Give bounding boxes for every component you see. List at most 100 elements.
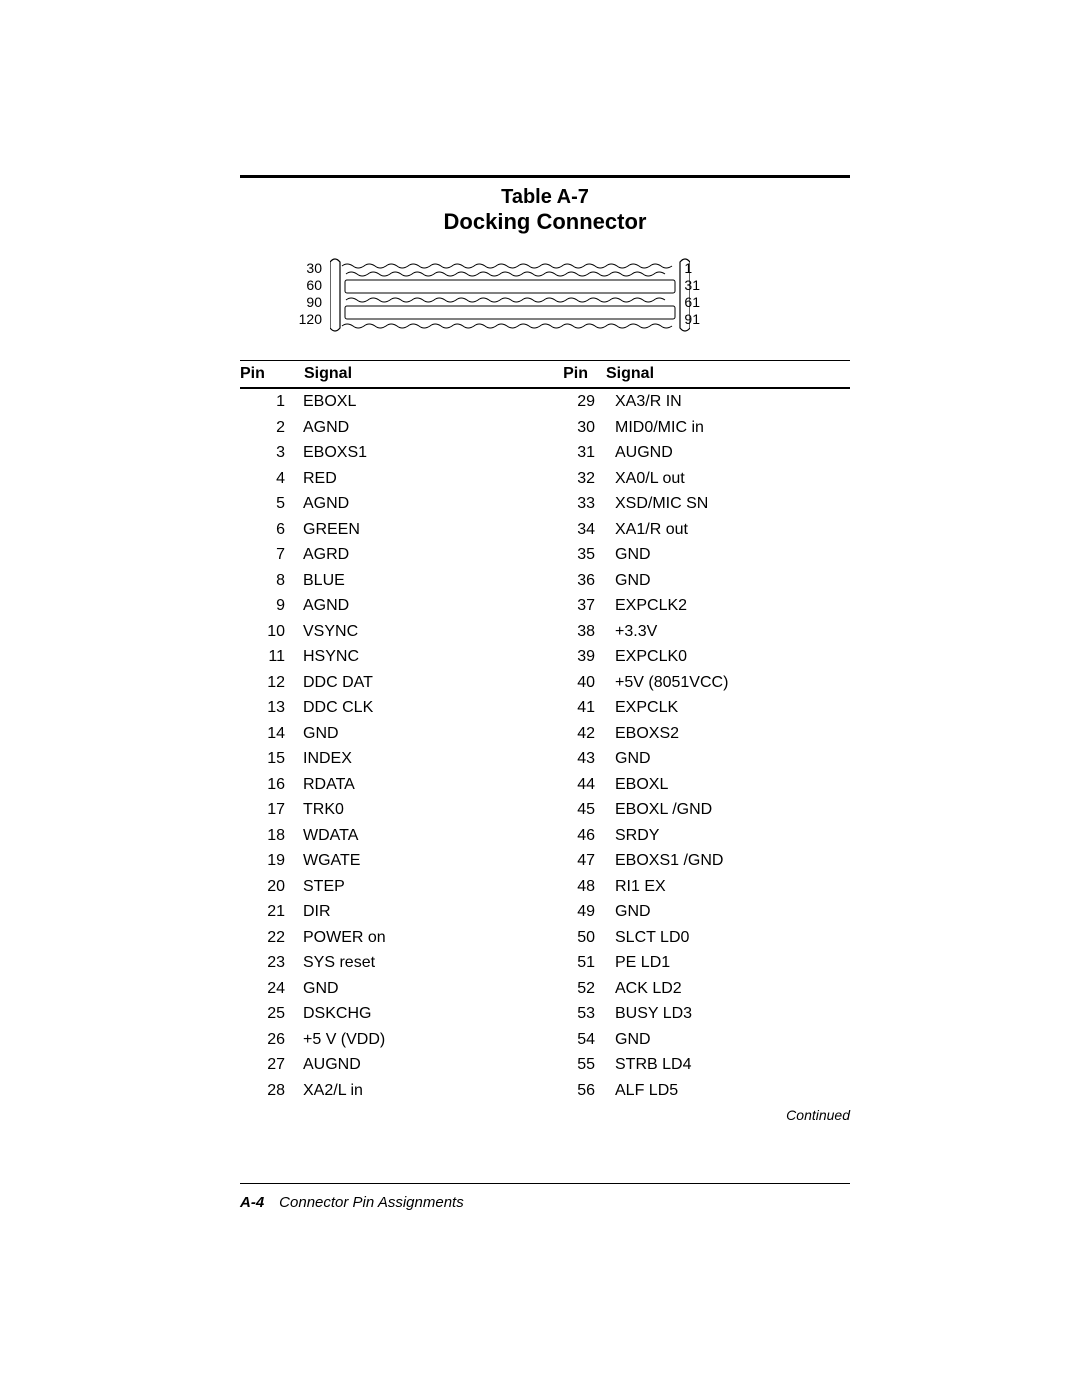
pin-cell: 31 <box>550 440 595 466</box>
pin-cell: 56 <box>550 1078 595 1104</box>
pin-cell: 49 <box>550 899 595 925</box>
pin-cell: 33 <box>550 491 595 517</box>
signal-cell: POWER on <box>285 925 550 951</box>
signal-cell: BUSY LD3 <box>595 1001 850 1027</box>
signal-cell: RED <box>285 466 550 492</box>
pin-cell: 24 <box>240 976 285 1002</box>
signal-cell: AGND <box>285 491 550 517</box>
pin-cell: 27 <box>240 1052 285 1078</box>
pin-cell: 21 <box>240 899 285 925</box>
signal-cell: SYS reset <box>285 950 550 976</box>
signal-cell: GND <box>595 542 850 568</box>
connector-diagram: 30 60 90 120 1 31 61 91 <box>240 260 850 340</box>
continued-label: Continued <box>240 1107 850 1123</box>
pin-cell: 29 <box>550 389 595 415</box>
pin-cell: 42 <box>550 721 595 747</box>
signal-cell: PE LD1 <box>595 950 850 976</box>
pin-cell: 47 <box>550 848 595 874</box>
pin-cell: 16 <box>240 772 285 798</box>
pin-cell: 39 <box>550 644 595 670</box>
signal-cell: DIR <box>285 899 550 925</box>
signal-cell: RI1 EX <box>595 874 850 900</box>
pin-cell: 41 <box>550 695 595 721</box>
diagram-label: 90 <box>292 294 322 311</box>
signal-cell: +5 V (VDD) <box>285 1027 550 1053</box>
pin-cell: 15 <box>240 746 285 772</box>
diagram-label: 30 <box>292 260 322 277</box>
table-row: 21DIR49GND <box>240 899 850 925</box>
pin-cell: 48 <box>550 874 595 900</box>
table-row: 12DDC DAT40+5V (8051VCC) <box>240 670 850 696</box>
pin-cell: 54 <box>550 1027 595 1053</box>
table-body: 1EBOXL29XA3/R IN2AGND30MID0/MIC in3EBOXS… <box>240 389 850 1103</box>
table-row: 20STEP48RI1 EX <box>240 874 850 900</box>
signal-cell: EBOXL /GND <box>595 797 850 823</box>
pin-cell: 9 <box>240 593 285 619</box>
table-row: 22POWER on50SLCT LD0 <box>240 925 850 951</box>
signal-cell: GND <box>285 721 550 747</box>
signal-cell: DSKCHG <box>285 1001 550 1027</box>
header-pin-right: Pin <box>550 365 606 383</box>
pin-cell: 28 <box>240 1078 285 1104</box>
signal-cell: EBOXS1 /GND <box>595 848 850 874</box>
pin-cell: 53 <box>550 1001 595 1027</box>
top-rule <box>240 175 850 178</box>
signal-cell: ALF LD5 <box>595 1078 850 1104</box>
pin-cell: 50 <box>550 925 595 951</box>
table-header: Pin Signal Pin Signal <box>240 360 850 389</box>
signal-cell: MID0/MIC in <box>595 415 850 441</box>
page-ref: A-4 <box>240 1194 264 1211</box>
pin-cell: 55 <box>550 1052 595 1078</box>
signal-cell: AGND <box>285 415 550 441</box>
table-row: 23SYS reset51PE LD1 <box>240 950 850 976</box>
pin-cell: 7 <box>240 542 285 568</box>
pin-cell: 12 <box>240 670 285 696</box>
pin-cell: 22 <box>240 925 285 951</box>
pin-cell: 38 <box>550 619 595 645</box>
pin-cell: 32 <box>550 466 595 492</box>
signal-cell: GND <box>595 1027 850 1053</box>
signal-cell: XA1/R out <box>595 517 850 543</box>
signal-cell: VSYNC <box>285 619 550 645</box>
signal-cell: AUGND <box>595 440 850 466</box>
pin-cell: 3 <box>240 440 285 466</box>
header-pin-left: Pin <box>240 365 300 383</box>
signal-cell: +5V (8051VCC) <box>595 670 850 696</box>
pin-cell: 40 <box>550 670 595 696</box>
diagram-label: 31 <box>684 277 700 294</box>
signal-cell: XSD/MIC SN <box>595 491 850 517</box>
signal-cell: BLUE <box>285 568 550 594</box>
table-row: 28XA2/L in56ALF LD5 <box>240 1078 850 1104</box>
pin-cell: 35 <box>550 542 595 568</box>
signal-cell: EBOXS1 <box>285 440 550 466</box>
table-row: 1EBOXL29XA3/R IN <box>240 389 850 415</box>
signal-cell: XA0/L out <box>595 466 850 492</box>
signal-cell: XA3/R IN <box>595 389 850 415</box>
connector-icon <box>330 258 690 333</box>
table-row: 24GND52ACK LD2 <box>240 976 850 1002</box>
signal-cell: XA2/L in <box>285 1078 550 1104</box>
table-row: 4RED32XA0/L out <box>240 466 850 492</box>
signal-cell: AUGND <box>285 1052 550 1078</box>
table-row: 6GREEN34XA1/R out <box>240 517 850 543</box>
pin-cell: 34 <box>550 517 595 543</box>
pin-cell: 1 <box>240 389 285 415</box>
pin-cell: 18 <box>240 823 285 849</box>
signal-cell: AGND <box>285 593 550 619</box>
pin-cell: 43 <box>550 746 595 772</box>
signal-cell: EXPCLK0 <box>595 644 850 670</box>
pin-cell: 46 <box>550 823 595 849</box>
table-row: 27AUGND55STRB LD4 <box>240 1052 850 1078</box>
table-subtitle: Docking Connector <box>240 209 850 235</box>
table-row: 3EBOXS131AUGND <box>240 440 850 466</box>
diagram-label: 61 <box>684 294 700 311</box>
signal-cell: EXPCLK <box>595 695 850 721</box>
table-row: 18WDATA46SRDY <box>240 823 850 849</box>
pin-cell: 25 <box>240 1001 285 1027</box>
signal-cell: GND <box>595 568 850 594</box>
section-title: Connector Pin Assignments <box>279 1194 464 1211</box>
pin-cell: 44 <box>550 772 595 798</box>
header-signal-left: Signal <box>300 365 550 383</box>
signal-cell: GND <box>595 899 850 925</box>
table-number: Table A-7 <box>240 186 850 209</box>
